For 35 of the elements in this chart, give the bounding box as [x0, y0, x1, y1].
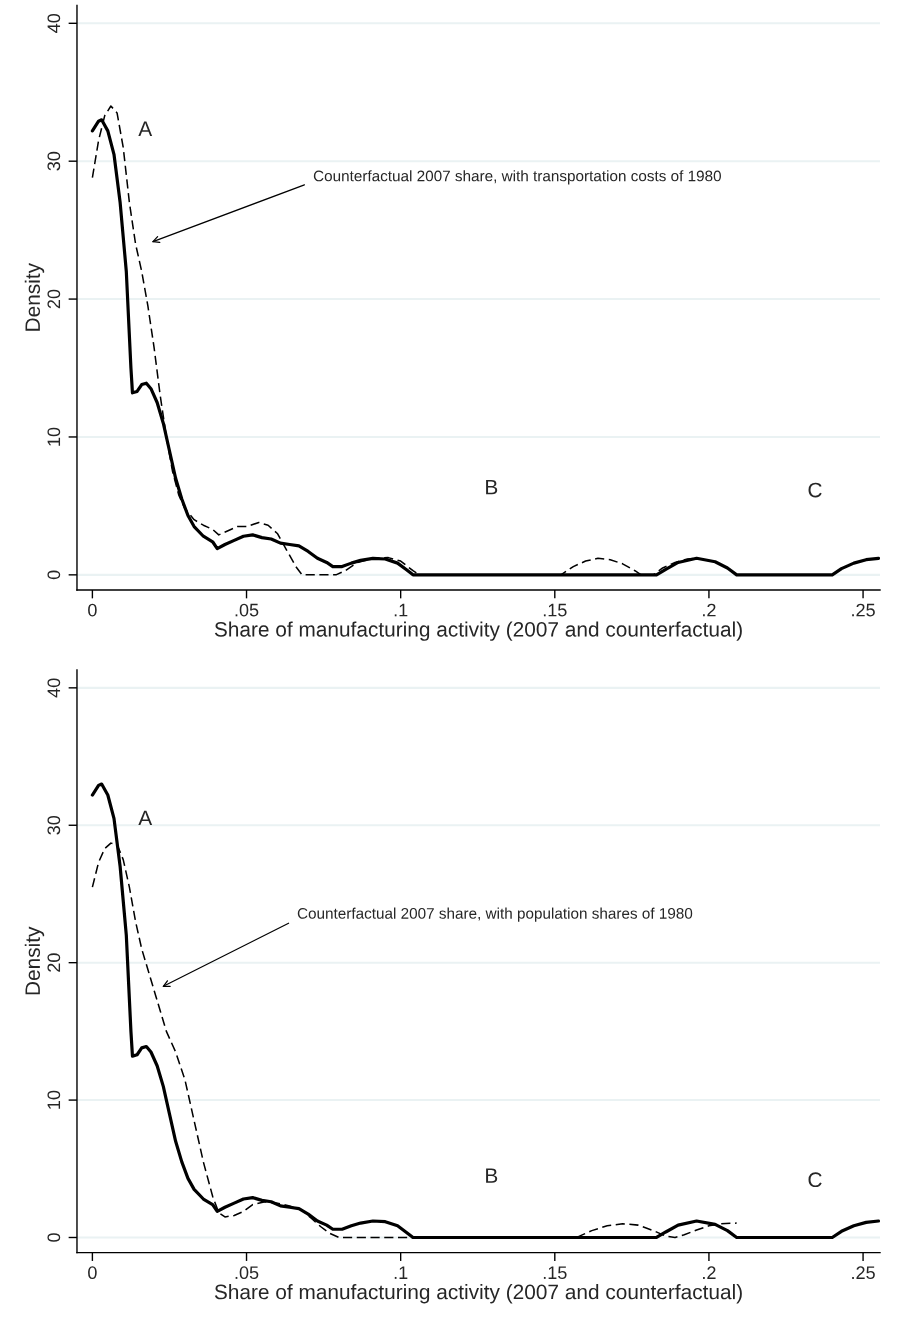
annotation: A	[138, 121, 153, 136]
x-tick-label: .15	[543, 1266, 567, 1280]
x-tick-label: 0	[88, 603, 97, 617]
y-tick-label: 10	[47, 427, 61, 446]
y-tick-label: 0	[47, 1233, 61, 1242]
annotation: Counterfactual 2007 share, with transportation costs of 1980	[313, 170, 721, 185]
y-axis-title: Density	[24, 263, 45, 331]
x-tick-label: .2	[703, 1266, 716, 1279]
y-tick-label: 40	[47, 678, 61, 698]
annotation: C	[808, 1172, 822, 1188]
annotation: Counterfactual 2007 share, with population shares of 1980	[297, 907, 693, 922]
annotation: B	[486, 479, 498, 495]
y-tick-label: 10	[47, 1090, 61, 1109]
x-tick-label: .05	[235, 1266, 259, 1280]
y-tick-label: 30	[47, 815, 61, 835]
x-tick-label: 0	[88, 1266, 97, 1280]
y-tick-label: 30	[47, 151, 61, 171]
y-tick-label: 0	[47, 570, 61, 580]
line-series	[90, 782, 881, 1240]
annotation: B	[486, 1168, 498, 1183]
y-tick-label: 20	[47, 953, 61, 972]
x-tick-label: .2	[703, 603, 716, 617]
x-tick-label: .25	[852, 1266, 875, 1280]
annotation: C	[808, 482, 822, 498]
x-tick-label: .25	[852, 603, 875, 617]
x-tick-label: .1	[394, 1266, 408, 1279]
x-tick-label: .1	[394, 603, 408, 617]
annotation: A	[138, 810, 153, 826]
y-tick-label: 20	[47, 289, 61, 309]
y-tick-label: 40	[47, 13, 61, 33]
x-axis-title: Share of manufacturing activity (2007 and counterfactual)	[214, 621, 742, 641]
x-tick-label: .05	[235, 603, 259, 617]
y-axis-title: Density	[24, 926, 45, 995]
x-tick-label: .15	[543, 603, 567, 617]
x-axis-title: Share of manufacturing activity (2007 and counterfactual)	[214, 1284, 742, 1304]
